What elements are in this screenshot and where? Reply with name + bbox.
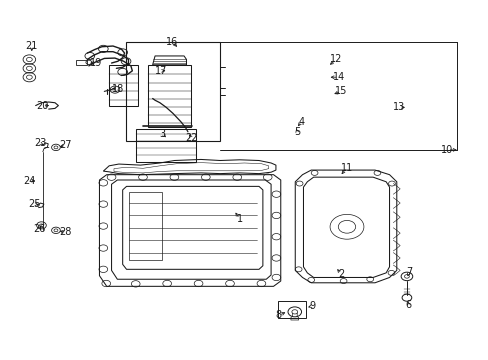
Text: 16: 16 [165, 37, 178, 47]
Text: 13: 13 [392, 102, 405, 112]
Text: 21: 21 [25, 41, 38, 51]
Text: 22: 22 [184, 133, 197, 143]
Text: 27: 27 [59, 140, 72, 150]
Text: 20: 20 [36, 100, 48, 111]
Text: 15: 15 [334, 86, 346, 96]
Text: 25: 25 [28, 199, 41, 209]
Text: 2: 2 [337, 269, 344, 279]
Text: 28: 28 [60, 228, 72, 238]
Text: 7: 7 [405, 267, 411, 277]
Bar [278, 301, 306, 318]
Text: 19: 19 [89, 58, 102, 68]
Text: 12: 12 [329, 54, 342, 64]
Text: 9: 9 [308, 301, 315, 311]
Text: 24: 24 [23, 176, 36, 186]
Text: 11: 11 [340, 163, 352, 172]
Bar [76, 60, 87, 65]
Bar [147, 65, 191, 127]
Text: 10: 10 [441, 145, 453, 155]
Text: 8: 8 [275, 310, 281, 320]
Text: 17: 17 [155, 66, 167, 76]
Text: 3: 3 [159, 129, 165, 139]
Text: 1: 1 [236, 214, 242, 224]
Text: 18: 18 [111, 84, 124, 94]
Text: 6: 6 [405, 300, 411, 310]
Text: 4: 4 [298, 117, 304, 126]
Bar [109, 65, 138, 105]
Bar [126, 42, 220, 141]
Text: 5: 5 [293, 127, 300, 137]
Text: 23: 23 [34, 139, 46, 148]
Text: 14: 14 [332, 72, 344, 82]
Text: 26: 26 [33, 224, 45, 234]
